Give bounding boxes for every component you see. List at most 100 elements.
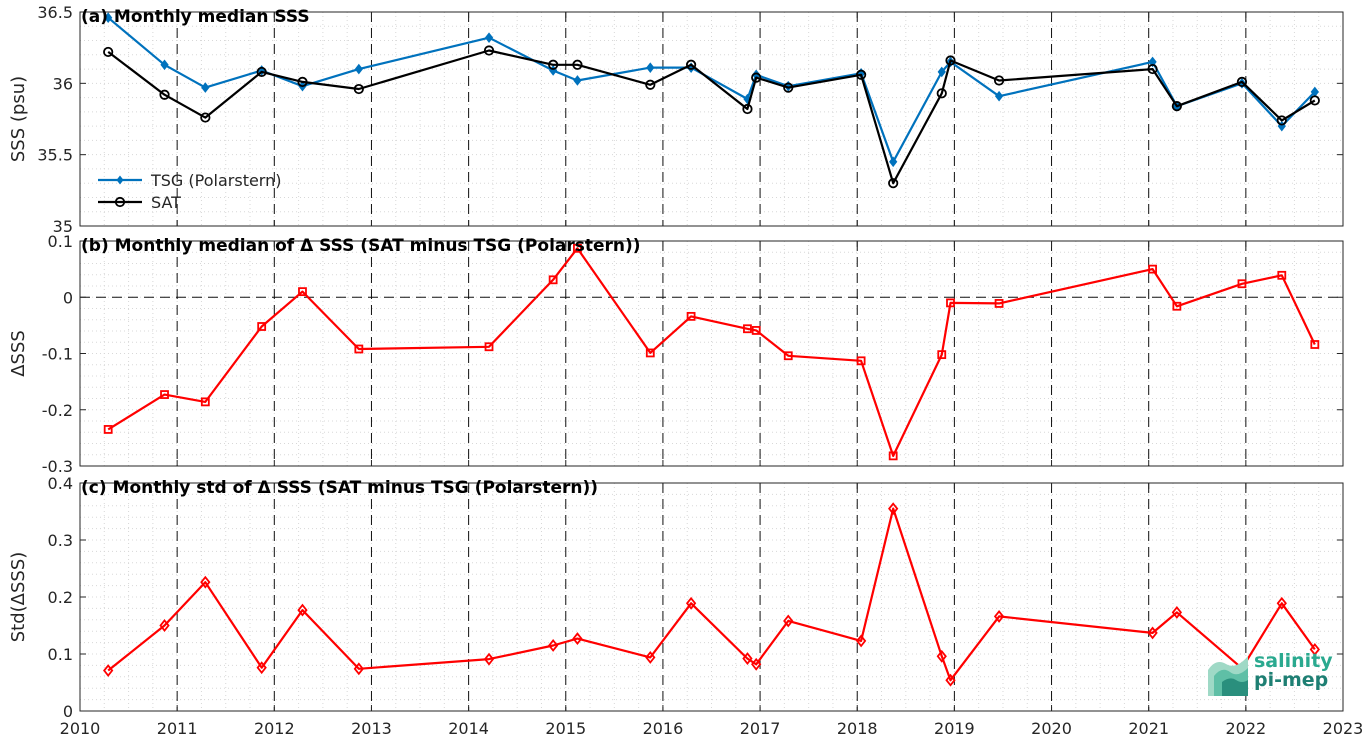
data-point — [742, 652, 753, 666]
series-line-b-0 — [107, 247, 1316, 457]
data-point — [645, 650, 656, 664]
x-tick-label: 2019 — [934, 719, 975, 738]
data-point — [783, 351, 793, 361]
data-point — [993, 609, 1005, 623]
data-point — [548, 275, 558, 285]
data-point — [160, 59, 169, 71]
data-point — [856, 69, 867, 80]
data-point — [573, 243, 582, 253]
legend-marker — [116, 175, 124, 185]
data-point — [646, 62, 655, 73]
data-point — [1147, 626, 1158, 640]
data-point — [855, 634, 867, 648]
data-point — [103, 46, 114, 58]
y-tick-label: -0.3 — [42, 457, 73, 476]
y-tick-label: 35 — [53, 217, 73, 236]
data-point — [1237, 279, 1247, 289]
y-tick-label: 35.5 — [37, 146, 73, 165]
x-tick-label: 2020 — [1031, 719, 1072, 738]
data-point — [548, 59, 559, 70]
data-point — [256, 661, 267, 675]
y-tick-label: -0.1 — [42, 345, 73, 364]
panel-c: 0 0.1 0.2 0.3 0.4 2010 2011 2012 2013 2014 2015 201… — [8, 474, 1363, 738]
data-point — [993, 75, 1005, 86]
data-point — [354, 344, 364, 354]
data-point — [103, 425, 113, 434]
data-point — [354, 63, 363, 75]
data-point — [946, 298, 955, 308]
y-axis-label: Std(ΔSSS) — [8, 552, 29, 643]
axes-box — [79, 482, 1344, 712]
data-point — [743, 324, 752, 334]
data-point — [1236, 76, 1248, 88]
panel-a: 35 35.5 36 36.5 SSS (psu) (a) Monthly median … — [8, 3, 1344, 236]
data-point — [353, 662, 364, 676]
legend: TSG (Polarstern) SAT — [98, 171, 281, 212]
x-tick-label: 2023 — [1323, 719, 1364, 738]
data-point — [889, 156, 898, 168]
data-point — [783, 614, 794, 628]
axes-box — [79, 11, 1344, 227]
data-point — [257, 322, 267, 331]
panel-title: (b) Monthly median of Δ SSS (SAT minus T… — [81, 236, 641, 256]
y-tick-label: 0.2 — [48, 588, 73, 607]
data-point — [888, 178, 899, 189]
x-tick-label: 2018 — [837, 719, 878, 738]
data-point — [856, 356, 866, 366]
data-point — [685, 596, 697, 610]
data-point — [200, 575, 211, 589]
data-point — [160, 390, 169, 399]
data-point — [994, 299, 1004, 308]
x-tick-label: 2022 — [1225, 719, 1266, 738]
x-tick-label: 2010 — [60, 719, 101, 738]
data-point — [742, 103, 753, 115]
y-tick-label: 0.4 — [48, 474, 73, 493]
data-point — [484, 342, 494, 352]
panel-title: (a) Monthly median SSS — [81, 7, 310, 27]
data-point — [1276, 596, 1287, 610]
data-point — [751, 326, 761, 335]
legend-label: TSG (Polarstern) — [150, 171, 281, 190]
panel-b: -0.3 -0.2 -0.1 0 0.1 ΔSSS (b) Monthly median o… — [8, 232, 1344, 476]
data-point — [483, 652, 495, 666]
y-tick-label: 0.1 — [48, 232, 73, 251]
data-point — [685, 59, 697, 70]
data-point — [1309, 95, 1320, 106]
data-point — [994, 90, 1004, 102]
data-point — [297, 603, 308, 617]
data-point — [945, 673, 956, 687]
data-point — [256, 66, 267, 78]
data-point — [783, 82, 794, 93]
data-point — [353, 83, 364, 95]
y-tick-label: 0 — [63, 288, 73, 307]
series-line-c-0 — [107, 507, 1316, 682]
data-point — [888, 451, 898, 461]
data-point — [1310, 340, 1320, 349]
x-tick-label: 2017 — [740, 719, 781, 738]
data-point — [1277, 270, 1287, 280]
data-point — [645, 79, 656, 90]
y-tick-label: 36.5 — [37, 3, 73, 22]
x-tick-label: 2016 — [643, 719, 684, 738]
y-axis-label: ΔSSS — [8, 330, 29, 377]
data-point — [888, 502, 899, 516]
data-point — [1171, 605, 1183, 619]
data-point — [936, 88, 947, 99]
x-tick-label: 2013 — [351, 719, 392, 738]
data-point — [1147, 63, 1158, 75]
data-point — [1172, 301, 1182, 311]
y-tick-label: 0.1 — [48, 645, 73, 664]
data-point — [200, 397, 210, 407]
logo-text-line2: pi-mep — [1254, 669, 1329, 691]
data-point — [104, 12, 113, 24]
y-tick-label: 0 — [63, 702, 73, 721]
data-point — [573, 75, 582, 86]
data-point — [937, 66, 946, 78]
data-point — [201, 82, 210, 93]
data-point — [159, 619, 170, 632]
panel-title: (c) Monthly std of Δ SSS (SAT minus TSG … — [81, 478, 598, 498]
y-tick-label: 36 — [53, 74, 73, 93]
data-point — [298, 287, 307, 297]
x-tick-label: 2011 — [157, 719, 198, 738]
data-point — [547, 639, 559, 652]
